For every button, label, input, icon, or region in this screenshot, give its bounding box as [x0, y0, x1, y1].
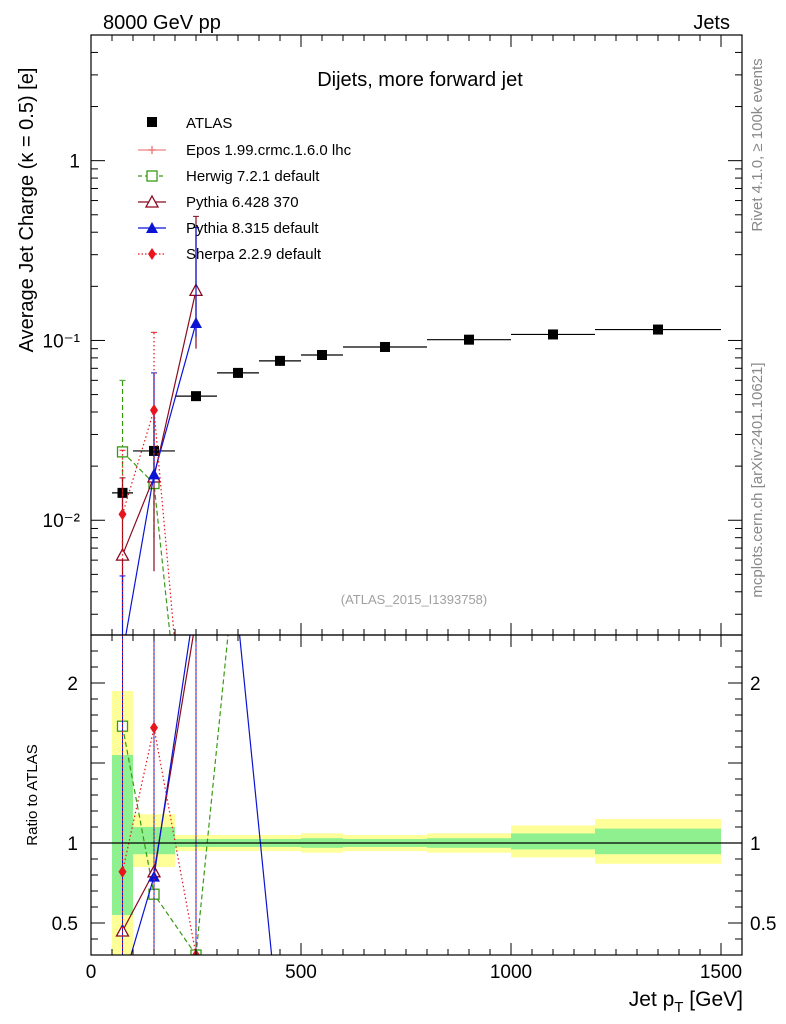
legend-marker-pythia6 — [144, 194, 160, 208]
analysis-watermark: (ATLAS_2015_I1393758) — [341, 592, 487, 607]
main-y-tick-label: 10⁻² — [43, 511, 81, 532]
legend-marker-sherpa — [148, 248, 156, 260]
legend-label-herwig: Herwig 7.2.1 default — [186, 168, 320, 185]
legend-label-sherpa: Sherpa 2.2.9 default — [186, 246, 322, 263]
x-tick-label: 1500 — [700, 962, 742, 983]
ratio-y-tick-label-right: 0.5 — [750, 914, 776, 935]
main-series — [112, 215, 721, 635]
ratio-point-sherpa-2-2-9-default — [150, 721, 158, 734]
main-point-atlas — [275, 355, 285, 366]
main-point-atlas — [191, 391, 201, 402]
axes: 0 500 1000 1500 10⁻² 10⁻¹ 1 0.5 0.5 1 1 2 2 — [43, 34, 776, 983]
x-tick-label: 0 — [86, 962, 97, 983]
ratio-y-tick-label-right: 2 — [750, 674, 761, 695]
legend-entry-atlas: ATLAS — [147, 115, 232, 132]
legend-marker-pythia8 — [146, 222, 158, 233]
ratio-band-inner-9 — [595, 828, 721, 855]
main-y-tick-label: 10⁻¹ — [43, 331, 81, 352]
main-point-sherpa-2-2-9-default — [150, 404, 158, 417]
x-axis-label: Jet pT [GeV] — [629, 988, 743, 1016]
header-left: 8000 GeV pp — [103, 12, 221, 34]
mcplots-info: mcplots.cern.ch [arXiv:2401.10621] — [749, 362, 766, 597]
main-point-atlas — [233, 367, 243, 378]
legend-entry-epos: Epos 1.99.crmc.1.6.0 lhc — [138, 142, 352, 159]
ratio-y-tick-label-left: 2 — [67, 674, 78, 695]
main-y-tick-label: 1 — [69, 152, 80, 173]
x-tick-label: 500 — [285, 962, 317, 983]
legend-entry-pythia6: Pythia 6.428 370 — [138, 194, 299, 211]
ratio-point-sherpa-2-2-9-default — [118, 865, 127, 878]
legend: ATLAS Epos 1.99.crmc.1.6.0 lhc Herwig 7.… — [138, 115, 352, 263]
main-y-axis-label: Average Jet Charge (κ = 0.5) [e] — [16, 68, 38, 353]
ratio-point-pythia-8-315-default — [190, 589, 202, 600]
ratio-y-tick-label-right: 1 — [750, 834, 761, 855]
main-line-pythia-6-428-370 — [121, 290, 197, 556]
ratio-line-sherpa-2-2-9-default — [121, 727, 197, 955]
header-right: Jets — [693, 12, 730, 34]
main-point-atlas — [653, 324, 663, 335]
ratio-y-tick-label-left: 0.5 — [52, 914, 78, 935]
rivet-info: Rivet 4.1.0, ≥ 100k events — [749, 58, 766, 231]
main-point-atlas — [380, 341, 390, 352]
main-point-pythia-8-315-default — [148, 468, 160, 480]
main-point-sherpa-2-2-9-default — [118, 508, 127, 521]
legend-label-atlas: ATLAS — [186, 115, 232, 132]
ratio-uncertainty-bands — [112, 691, 721, 955]
ratio-extra-line-pythia-8-315-default — [238, 635, 273, 955]
main-point-atlas — [548, 329, 558, 340]
ratio-series — [91, 589, 742, 955]
main-point-pythia-8-315-default — [190, 317, 202, 329]
ratio-point-pythia-6-428-370 — [190, 613, 202, 624]
legend-label-epos: Epos 1.99.crmc.1.6.0 lhc — [186, 142, 352, 159]
ratio-line-pythia-8-315-default — [130, 635, 191, 955]
ratio-frame — [90, 634, 743, 956]
legend-marker-herwig — [146, 170, 158, 182]
main-point-herwig-7-2-1-default — [116, 446, 129, 458]
ratio-y-tick-label-left: 1 — [67, 834, 78, 855]
legend-entry-herwig: Herwig 7.2.1 default — [138, 168, 320, 185]
legend-marker-atlas — [147, 117, 157, 127]
main-point-atlas — [464, 334, 474, 345]
chart-title: Dijets, more forward jet — [317, 69, 523, 91]
legend-label-pythia8: Pythia 8.315 default — [186, 220, 319, 237]
legend-label-pythia6: Pythia 6.428 370 — [186, 194, 299, 211]
main-point-atlas — [317, 350, 327, 361]
legend-entry-pythia8: Pythia 8.315 default — [138, 220, 319, 237]
ratio-band-inner-8 — [511, 833, 595, 850]
x-tick-label: 1000 — [490, 962, 532, 983]
ratio-y-axis-label: Ratio to ATLAS — [24, 744, 41, 845]
legend-entry-sherpa: Sherpa 2.2.9 default — [138, 246, 322, 263]
ratio-extra-line-herwig-7-2-1-default — [195, 635, 229, 955]
